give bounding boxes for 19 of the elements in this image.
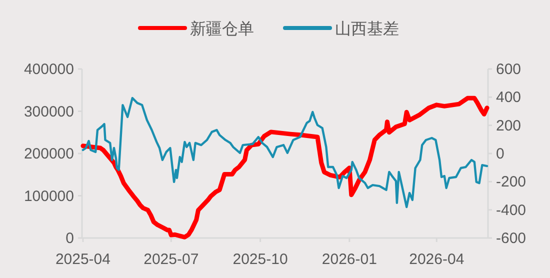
y2-tick-label: 400 [496, 89, 522, 106]
y-tick-label: 400000 [24, 61, 74, 78]
x-tick-label: 2026-01 [322, 251, 377, 268]
y-tick-label: 0 [66, 230, 74, 247]
x-tick-label: 2026-04 [409, 251, 464, 268]
y-tick-label: 300000 [24, 103, 74, 120]
y2-tick-label: 600 [496, 61, 522, 78]
y-tick-label: 100000 [24, 188, 74, 205]
x-tick-label: 2025-07 [144, 251, 199, 268]
legend-label: 新疆仓单 [190, 20, 254, 38]
x-tick-label: 2025-10 [232, 251, 288, 268]
y2-tick-label: -200 [496, 174, 526, 191]
legend-label: 山西基差 [335, 20, 399, 38]
y2-tick-label: 0 [496, 146, 504, 162]
y2-tick-label: 200 [496, 117, 522, 134]
x-tick-label: 2025-04 [55, 251, 110, 268]
y-tick-label: 200000 [24, 146, 74, 162]
y2-tick-label: -600 [496, 230, 526, 247]
y2-tick-label: -400 [496, 202, 526, 219]
